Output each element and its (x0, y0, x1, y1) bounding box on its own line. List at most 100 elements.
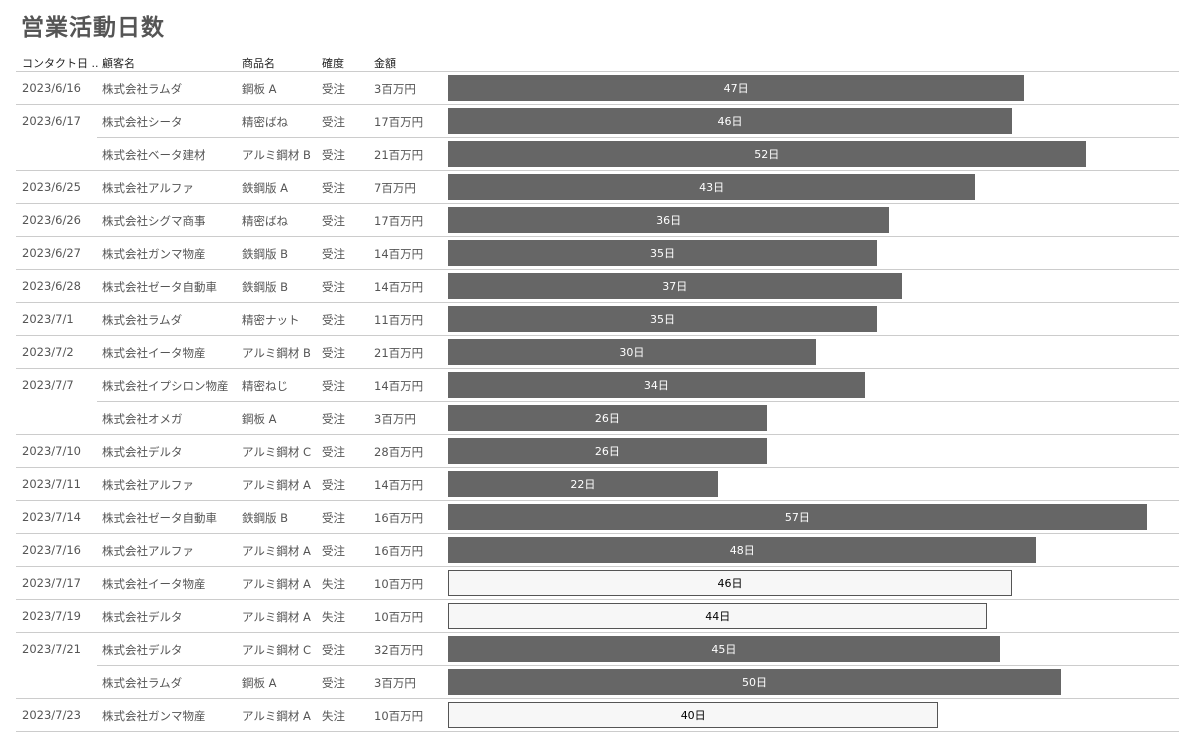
days-bar[interactable]: 36日 (448, 207, 890, 233)
table-row[interactable]: 2023/7/11 株式会社アルファ アルミ鋼材 A 受注 14百万円 22日 (0, 468, 1179, 501)
contact-date-cell: 2023/6/26 (22, 213, 81, 227)
amount-cell: 14百万円 (374, 379, 424, 393)
certainty-cell: 受注 (322, 346, 345, 360)
days-bar[interactable]: 47日 (448, 75, 1025, 101)
days-bar[interactable]: 50日 (448, 669, 1061, 695)
days-bar[interactable]: 48日 (448, 537, 1037, 563)
amount-cell: 16百万円 (374, 511, 424, 525)
table-row[interactable]: 株式会社ラムダ 鋼板 A 受注 3百万円 50日 (0, 666, 1179, 699)
header-product[interactable]: 商品名 (242, 57, 275, 70)
table-row[interactable]: 2023/6/27 株式会社ガンマ物産 鉄鋼版 B 受注 14百万円 35日 (0, 237, 1179, 270)
days-bar[interactable]: 37日 (448, 273, 902, 299)
days-bar[interactable]: 46日 (448, 108, 1012, 134)
days-bar[interactable]: 34日 (448, 372, 865, 398)
days-bar[interactable]: 30日 (448, 339, 816, 365)
table-row[interactable]: 2023/7/14 株式会社ゼータ自動車 鉄鋼版 B 受注 16百万円 57日 (0, 501, 1179, 534)
days-bar[interactable]: 45日 (448, 636, 1000, 662)
customer-name-cell: 株式会社オメガ (102, 412, 183, 426)
header-contact-date[interactable]: コンタクト日 .. (22, 57, 99, 70)
table-row[interactable]: 2023/7/10 株式会社デルタ アルミ鋼材 C 受注 28百万円 26日 (0, 435, 1179, 468)
table-row[interactable]: 株式会社オメガ 鋼板 A 受注 3百万円 26日 (0, 402, 1179, 435)
days-bar[interactable]: 46日 (448, 570, 1012, 596)
contact-date-cell: 2023/7/16 (22, 543, 81, 557)
certainty-cell: 受注 (322, 478, 345, 492)
contact-date-cell: 2023/6/16 (22, 81, 81, 95)
days-bar[interactable]: 26日 (448, 405, 767, 431)
table-row[interactable]: 2023/6/16 株式会社ラムダ 鋼板 A 受注 3百万円 47日 (0, 72, 1179, 105)
row-divider (16, 368, 1179, 369)
row-divider (16, 500, 1179, 501)
table-row[interactable]: 2023/7/19 株式会社デルタ アルミ鋼材 A 失注 10百万円 44日 (0, 600, 1179, 633)
days-bar[interactable]: 40日 (448, 702, 939, 728)
header-certainty[interactable]: 確度 (322, 57, 344, 70)
customer-name-cell: 株式会社ラムダ (102, 313, 183, 327)
customer-name-cell: 株式会社ラムダ (102, 82, 183, 96)
header-amount[interactable]: 金額 (374, 57, 396, 70)
contact-date-cell: 2023/7/11 (22, 477, 81, 491)
row-divider (16, 269, 1179, 270)
table-row[interactable]: 株式会社ベータ建材 アルミ鋼材 B 受注 21百万円 52日 (0, 138, 1179, 171)
row-divider (97, 401, 1179, 402)
days-bar[interactable]: 43日 (448, 174, 976, 200)
customer-name-cell: 株式会社シグマ商事 (102, 214, 206, 228)
table-row[interactable]: 2023/7/16 株式会社アルファ アルミ鋼材 A 受注 16百万円 48日 (0, 534, 1179, 567)
customer-name-cell: 株式会社ゼータ自動車 (102, 511, 217, 525)
amount-cell: 21百万円 (374, 346, 424, 360)
certainty-cell: 受注 (322, 115, 345, 129)
table-row[interactable]: 2023/6/26 株式会社シグマ商事 精密ばね 受注 17百万円 36日 (0, 204, 1179, 237)
product-name-cell: アルミ鋼材 A (242, 544, 311, 558)
table-row[interactable]: 2023/7/21 株式会社デルタ アルミ鋼材 C 受注 32百万円 45日 (0, 633, 1179, 666)
table-row[interactable]: 2023/6/17 株式会社シータ 精密ばね 受注 17百万円 46日 (0, 105, 1179, 138)
certainty-cell: 受注 (322, 181, 345, 195)
days-bar[interactable]: 44日 (448, 603, 988, 629)
table-row[interactable]: 2023/7/7 株式会社イプシロン物産 精密ねじ 受注 14百万円 34日 (0, 369, 1179, 402)
product-name-cell: アルミ鋼材 A (242, 709, 311, 723)
days-bar[interactable]: 35日 (448, 306, 878, 332)
product-name-cell: 鋼板 A (242, 412, 277, 426)
days-bar[interactable]: 52日 (448, 141, 1086, 167)
contact-date-cell: 2023/7/10 (22, 444, 81, 458)
table-row[interactable]: 2023/6/28 株式会社ゼータ自動車 鉄鋼版 B 受注 14百万円 37日 (0, 270, 1179, 303)
table-row[interactable]: 2023/7/1 株式会社ラムダ 精密ナット 受注 11百万円 35日 (0, 303, 1179, 336)
days-bar[interactable]: 57日 (448, 504, 1147, 530)
table-row[interactable]: 2023/7/23 株式会社ガンマ物産 アルミ鋼材 A 失注 10百万円 40日 (0, 699, 1179, 732)
days-bar-label: 44日 (705, 610, 731, 623)
contact-date-cell: 2023/7/19 (22, 609, 81, 623)
days-bar-label: 48日 (729, 544, 755, 557)
product-name-cell: 精密ばね (242, 115, 288, 129)
certainty-cell: 失注 (322, 610, 345, 624)
product-name-cell: 精密ばね (242, 214, 288, 228)
certainty-cell: 受注 (322, 247, 345, 261)
certainty-cell: 受注 (322, 412, 345, 426)
row-divider (16, 533, 1179, 534)
table-row[interactable]: 2023/7/17 株式会社イータ物産 アルミ鋼材 A 失注 10百万円 46日 (0, 567, 1179, 600)
certainty-cell: 受注 (322, 214, 345, 228)
row-divider (16, 731, 1179, 732)
certainty-cell: 受注 (322, 445, 345, 459)
certainty-cell: 受注 (322, 643, 345, 657)
customer-name-cell: 株式会社イータ物産 (102, 577, 206, 591)
table-row[interactable]: 2023/6/25 株式会社アルファ 鉄鋼版 A 受注 7百万円 43日 (0, 171, 1179, 204)
days-bar[interactable]: 26日 (448, 438, 767, 464)
header-customer[interactable]: 顧客名 (102, 57, 135, 70)
customer-name-cell: 株式会社ゼータ自動車 (102, 280, 217, 294)
product-name-cell: 鉄鋼版 A (242, 181, 289, 195)
customer-name-cell: 株式会社アルファ (102, 181, 194, 195)
amount-cell: 7百万円 (374, 181, 416, 195)
amount-cell: 17百万円 (374, 115, 424, 129)
customer-name-cell: 株式会社ガンマ物産 (102, 709, 206, 723)
row-divider (97, 137, 1179, 138)
days-bar-label: 46日 (717, 577, 743, 590)
certainty-cell: 受注 (322, 676, 345, 690)
days-bar-label: 36日 (656, 214, 682, 227)
days-bar[interactable]: 35日 (448, 240, 878, 266)
customer-name-cell: 株式会社シータ (102, 115, 183, 129)
contact-date-cell: 2023/6/27 (22, 246, 81, 260)
row-divider (16, 632, 1179, 633)
days-bar-label: 26日 (594, 445, 620, 458)
days-bar[interactable]: 22日 (448, 471, 718, 497)
days-bar-label: 50日 (742, 676, 767, 689)
customer-name-cell: 株式会社ベータ建材 (102, 148, 206, 162)
table-row[interactable]: 2023/7/2 株式会社イータ物産 アルミ鋼材 B 受注 21百万円 30日 (0, 336, 1179, 369)
